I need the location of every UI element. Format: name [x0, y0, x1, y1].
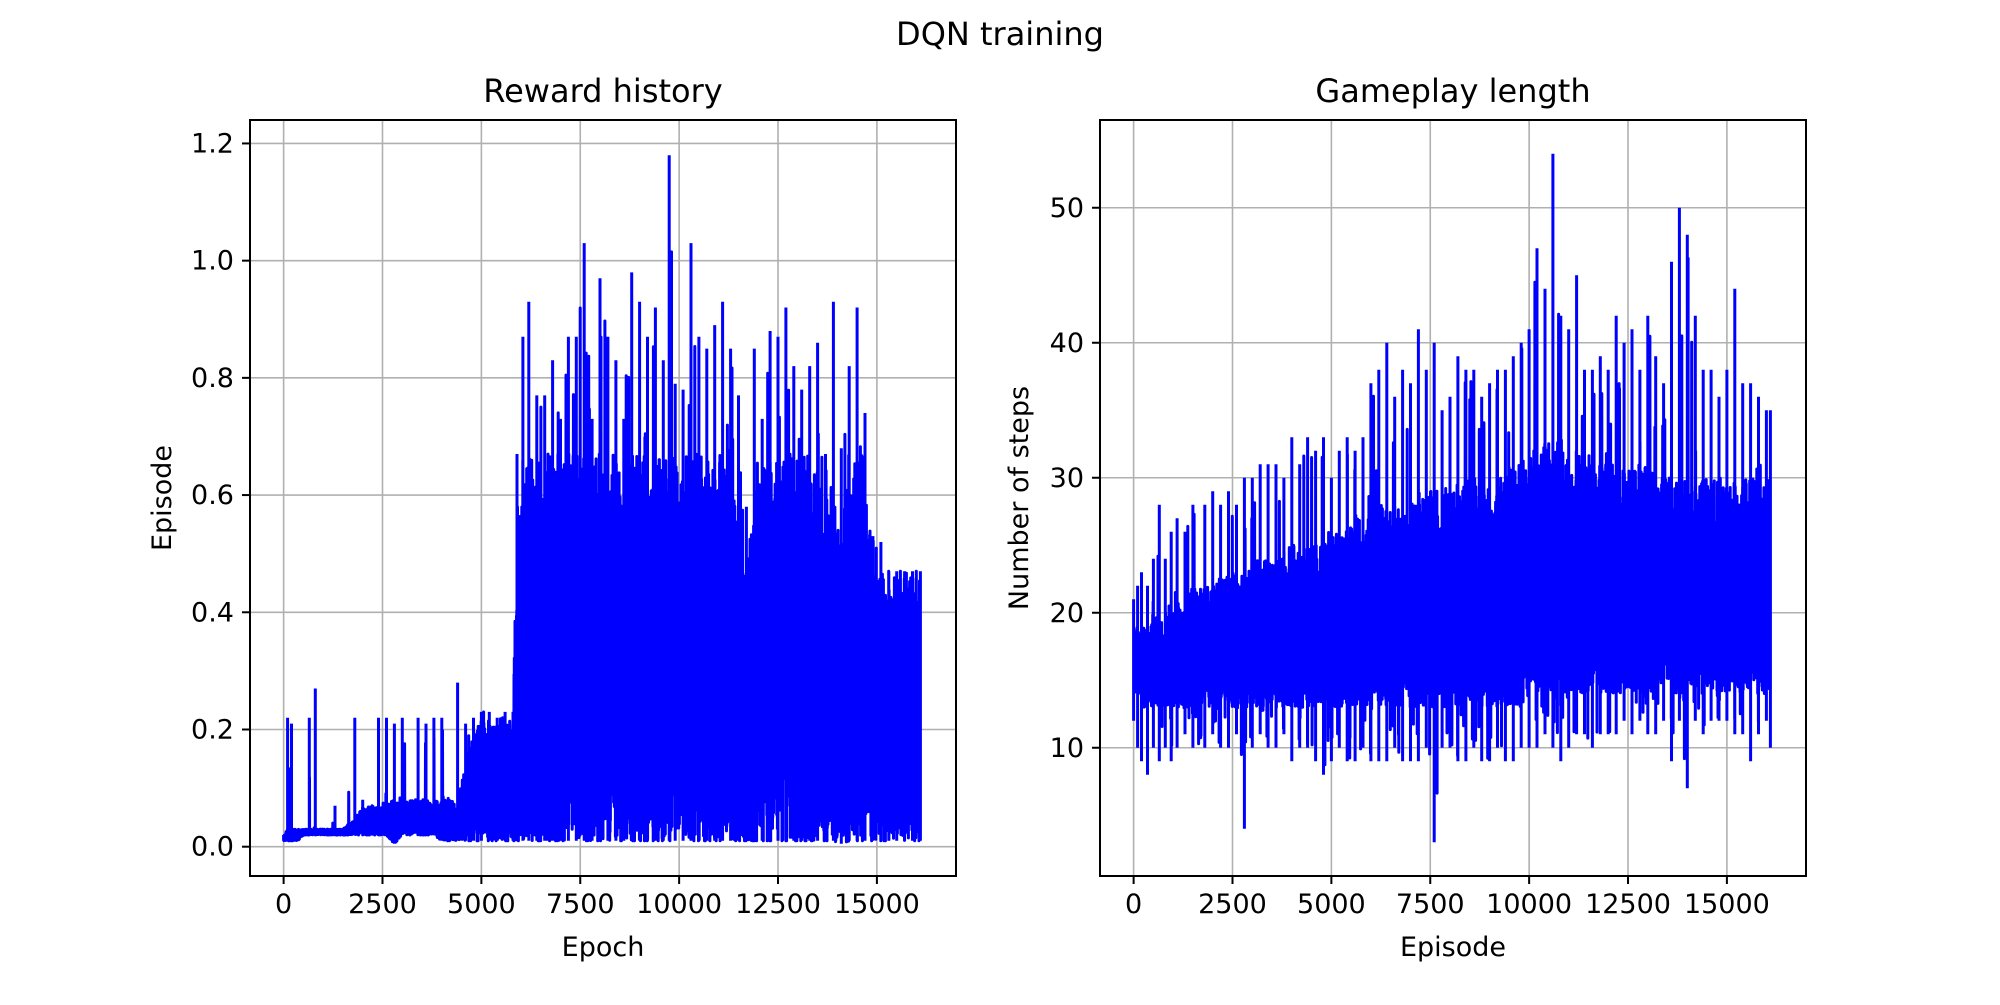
gameplay-length-ytick-label: 20	[1050, 598, 1084, 629]
gameplay-length-xtick-label: 2500	[1198, 889, 1267, 920]
reward-history-ytick-label: 0.8	[191, 363, 234, 394]
reward-history-yticks: 0.0 0.2 0.4 0.6 0.8 1.0 1.2	[191, 128, 250, 863]
reward-history-ytick-label: 0.4	[191, 597, 234, 628]
reward-history-ytick-label: 1.2	[191, 128, 234, 159]
reward-history-title: Reward history	[483, 72, 722, 110]
gameplay-length-ytick-label: 50	[1050, 193, 1084, 224]
reward-history-plot-area	[282, 155, 922, 844]
reward-history-ytick-label: 0.0	[191, 832, 234, 863]
reward-history-axes-frame	[249, 119, 957, 877]
reward-history-xtick-label: 5000	[447, 889, 516, 920]
gameplay-length-axes-frame	[1099, 119, 1807, 877]
gameplay-length-ytick-label: 10	[1050, 733, 1084, 764]
gameplay-length-xtick-label: 12500	[1585, 889, 1671, 920]
gameplay-length-xtick-label: 0	[1125, 889, 1142, 920]
gameplay-length-ytick-label: 40	[1050, 328, 1084, 359]
gameplay-length-xtick-label: 5000	[1297, 889, 1366, 920]
gameplay-length-xticks: 0 2500 5000 7500 10000 12500 15000	[1125, 876, 1770, 920]
gameplay-length-xtick-label: 15000	[1684, 889, 1770, 920]
reward-history-xtick-label: 2500	[348, 889, 417, 920]
gameplay-length-xtick-label: 7500	[1396, 889, 1465, 920]
gameplay-length-xtick-label: 10000	[1486, 889, 1572, 920]
reward-history-ytick-label: 0.6	[191, 480, 234, 511]
gameplay-length-plot-area	[1132, 153, 1772, 843]
reward-history-ytick-label: 0.2	[191, 714, 234, 745]
reward-history-xtick-label: 7500	[546, 889, 615, 920]
gameplay-length-xlabel: Episode	[1400, 932, 1506, 963]
reward-history-xticks: 0 2500 5000 7500 10000 12500 15000	[275, 876, 920, 920]
reward-history-xtick-label: 10000	[636, 889, 722, 920]
reward-history-xtick-label: 12500	[735, 889, 821, 920]
gameplay-length-yticks: 10 20 30 40 50	[1050, 193, 1100, 764]
gameplay-length-title: Gameplay length	[1315, 72, 1590, 110]
reward-history-xtick-label: 15000	[834, 889, 920, 920]
gameplay-length-series-line	[1132, 153, 1772, 843]
gameplay-length-ylabel: Number of steps	[1004, 386, 1035, 610]
reward-history-xlabel: Epoch	[562, 932, 645, 963]
panel-reward-history: Reward history 0 2500 5000 7500 10000 12500 15…	[147, 72, 957, 963]
gameplay-length-ytick-label: 30	[1050, 463, 1084, 494]
reward-history-series-line	[282, 155, 922, 844]
panel-gameplay-length: Gameplay length 0 2500 5000 7500 10000 12500 1…	[1004, 72, 1807, 963]
reward-history-xtick-label: 0	[275, 889, 292, 920]
figure-suptitle: DQN training	[896, 15, 1104, 53]
reward-history-ytick-label: 1.0	[191, 246, 234, 277]
reward-history-ylabel: Episode	[147, 445, 178, 551]
